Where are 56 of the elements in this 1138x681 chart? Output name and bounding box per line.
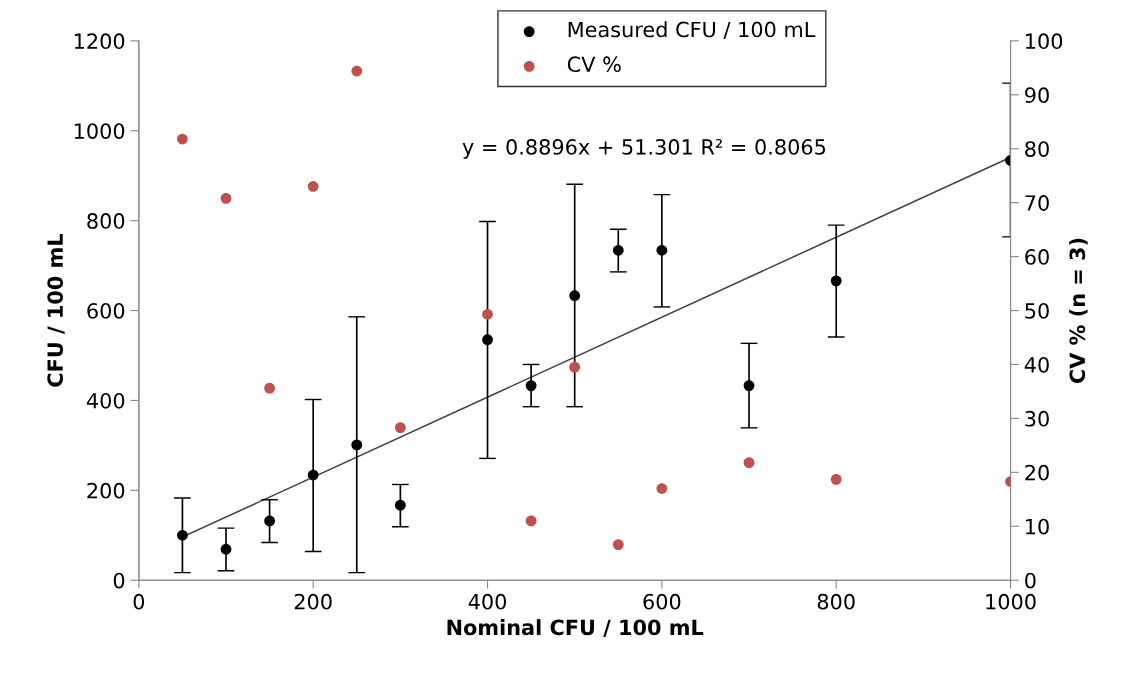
point [656, 244, 668, 256]
y2-tick-label: 90 [1025, 87, 1049, 104]
point [394, 422, 406, 433]
y-tick-label: 800 [87, 213, 125, 229]
point [482, 308, 493, 320]
x-tick-label: 200 [294, 593, 332, 610]
y-axis-title: CFU / 100 mL [47, 233, 65, 387]
point [612, 539, 624, 550]
y2-tick-label: 70 [1025, 195, 1049, 211]
y-tick-label: 600 [87, 302, 125, 319]
y-tick-label: 1000 [74, 123, 125, 139]
point [307, 469, 319, 481]
y2-tick-label: 0 [1025, 572, 1036, 589]
x-tick-label: 0 [133, 593, 145, 610]
point [569, 361, 581, 373]
x-tick-label: 1000 [986, 593, 1036, 610]
point [830, 275, 842, 287]
y-tick-label: 400 [86, 392, 125, 409]
point [264, 515, 275, 527]
legend-label: CV % [567, 56, 621, 73]
point [830, 473, 842, 485]
point [177, 133, 188, 145]
legend-label: Measured CFU / 100 mL [568, 21, 816, 40]
y2-tick-label: 20 [1025, 464, 1049, 481]
y2-tick-label: 50 [1025, 302, 1049, 319]
y-tick-label: 200 [87, 482, 125, 499]
point [351, 65, 363, 77]
y-tick-label: 1200 [74, 33, 125, 50]
point [612, 244, 624, 256]
y2-tick-label: 100 [1026, 33, 1063, 50]
point [656, 483, 668, 494]
point [264, 382, 275, 394]
x-tick-label: 800 [817, 593, 855, 610]
x-axis-title: Nominal CFU / 100 mL [447, 619, 704, 637]
y2-tick-label: 40 [1024, 356, 1049, 373]
y-tick-label: 0 [113, 572, 125, 589]
point [525, 515, 537, 527]
y2-tick-label: 30 [1025, 410, 1049, 427]
point [177, 529, 188, 541]
point [307, 181, 319, 192]
point [220, 543, 232, 555]
x-tick-label: 600 [643, 593, 681, 610]
point [569, 290, 581, 302]
point [743, 457, 755, 469]
y2-axis-title: CV % (n = 3) [1069, 238, 1088, 384]
point [525, 380, 537, 391]
point [482, 334, 493, 346]
x-tick-label: 400 [468, 593, 507, 610]
point [220, 192, 232, 204]
annotation: y = 0.8896x + 51.301 R² = 0.8065 [462, 139, 826, 159]
y2-tick-label: 60 [1025, 249, 1049, 265]
y2-tick-label: 10 [1026, 518, 1049, 535]
point [394, 499, 406, 511]
point [743, 380, 755, 391]
y2-tick-label: 80 [1025, 141, 1049, 157]
point [351, 439, 363, 451]
